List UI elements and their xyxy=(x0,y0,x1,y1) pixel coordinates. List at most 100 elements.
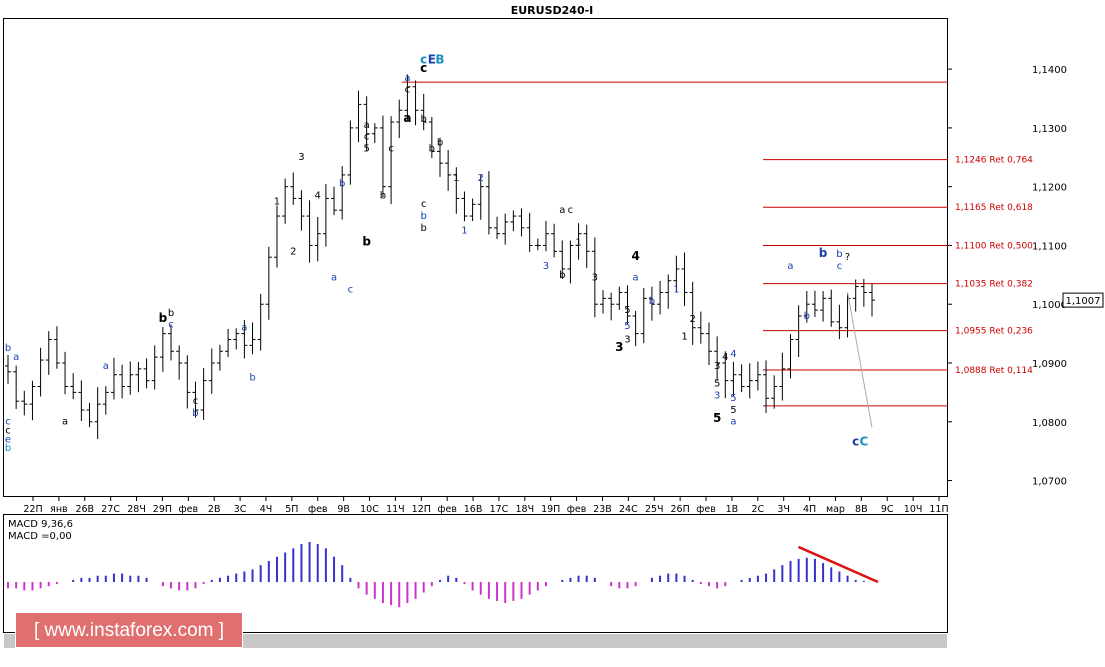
wave-label: b xyxy=(380,190,386,201)
wave-label: 3 xyxy=(298,152,304,163)
wave-label: b xyxy=(168,308,174,319)
time-tick-label: 3Ч xyxy=(777,504,790,515)
time-tick-label: 9В xyxy=(337,504,350,515)
wave-label-major: c xyxy=(420,61,427,75)
wave-label: b xyxy=(649,296,655,307)
time-tick-label: фев xyxy=(567,504,587,515)
fib-level-label: 1,0955 Ret 0,236 xyxy=(955,327,1033,337)
wave-label: a xyxy=(404,73,410,84)
time-tick-label: 4Ч xyxy=(260,504,273,515)
time-axis: 22П янв 26В 27С 28Ч 29П фев 2В 3С 4Ч 5П фев 9В 10С 11Ч… xyxy=(23,497,949,515)
wave-label: 5 xyxy=(624,305,630,316)
wave-label-major: c xyxy=(420,52,427,66)
wave-label-major: C xyxy=(859,434,868,448)
time-tick-label: 18Ч xyxy=(516,504,535,515)
time-tick-label: 10Ч xyxy=(904,504,923,515)
wave-label: c xyxy=(568,205,574,216)
instaforex-watermark: [ www.instaforex.com ] xyxy=(15,612,243,648)
wave-label: b xyxy=(192,408,198,419)
wave-label: 1 xyxy=(673,284,679,295)
wave-label-major: 3 xyxy=(615,340,623,354)
time-tick-label: 5П xyxy=(285,504,298,515)
wave-label: 1 xyxy=(461,226,467,237)
wave-label: c xyxy=(5,426,11,437)
wave-label-major: B xyxy=(435,52,444,66)
time-tick-label: 9С xyxy=(881,504,894,515)
wave-label: a xyxy=(103,361,109,372)
wave-label: 5 xyxy=(363,143,369,154)
time-tick-label: 19П xyxy=(541,504,560,515)
time-tick-label: 12П xyxy=(412,504,431,515)
wave-label: a xyxy=(633,273,639,284)
wave-label: b xyxy=(429,143,435,154)
wave-label: 1 xyxy=(681,331,687,342)
wave-label: 1 xyxy=(453,173,459,184)
wave-label-major: 4 xyxy=(631,249,639,263)
wave-label: 3 xyxy=(714,361,720,372)
wave-label: a xyxy=(62,417,68,428)
wave-label: b xyxy=(339,179,345,190)
wave-label: 2 xyxy=(478,173,484,184)
wave-label: ? xyxy=(845,252,850,263)
wave-label-major: 5 xyxy=(713,411,721,425)
wave-label-major: c xyxy=(852,434,859,448)
fib-level-label: 1,1165 Ret 0,618 xyxy=(955,203,1033,213)
price-tick-label: 1,0900 xyxy=(1032,359,1067,370)
macd-label-value: MACD =0,00 xyxy=(8,531,72,542)
time-tick-label: 27С xyxy=(101,504,120,515)
price-tick-label: 1,0800 xyxy=(1032,418,1067,429)
fib-level-label: 1,1246 Ret 0,764 xyxy=(955,156,1033,166)
wave-label: a xyxy=(787,261,793,272)
time-tick-label: 2В xyxy=(208,504,221,515)
price-tick-label: 1,1000 xyxy=(1032,300,1067,311)
wave-label: 5 xyxy=(624,321,630,332)
time-tick-label: фев xyxy=(696,504,716,515)
wave-label: b xyxy=(249,373,255,384)
price-tick-label: 1,0700 xyxy=(1032,477,1067,488)
wave-label: c xyxy=(168,320,174,331)
wave-label: 3 xyxy=(543,261,549,272)
wave-label: 5 xyxy=(730,393,736,404)
wave-label: 3 xyxy=(624,334,630,345)
wave-label-major: b xyxy=(159,311,168,325)
fib-level-label: 1,1035 Ret 0,382 xyxy=(955,280,1033,290)
wave-label-major: E xyxy=(428,52,436,66)
time-tick-label: 11Ч xyxy=(386,504,405,515)
wave-label: 2 xyxy=(290,246,296,257)
wave-label: b xyxy=(5,343,11,354)
wave-label: a xyxy=(13,352,19,363)
time-tick-label: 29П xyxy=(153,504,172,515)
wave-label: b xyxy=(437,138,443,149)
time-tick-label: фев xyxy=(179,504,199,515)
macd-trend-line xyxy=(797,545,879,584)
wave-label: 1 xyxy=(274,196,280,207)
wave-label: b xyxy=(804,311,810,322)
fibonacci-levels: 1,1246 Ret 0,764 1,1165 Ret 0,618 1,1100 R… xyxy=(402,81,1033,407)
wave-label: 5 xyxy=(730,405,736,416)
time-tick-label: 17С xyxy=(490,504,509,515)
time-tick-label: 10С xyxy=(360,504,379,515)
price-tick-label: 1,1300 xyxy=(1032,124,1067,135)
wave-label: 2 xyxy=(689,314,695,325)
fib-level-label: 1,1100 Ret 0,500 xyxy=(955,241,1033,251)
time-tick-label: 8В xyxy=(855,504,868,515)
price-tick-label: 1,1400 xyxy=(1032,65,1067,76)
macd-plot-frame xyxy=(3,514,948,633)
time-tick-label: 16В xyxy=(464,504,483,515)
forecast-segment xyxy=(847,292,873,428)
macd-histogram xyxy=(7,542,879,608)
wave-label: 3 xyxy=(592,273,598,284)
wave-label: b xyxy=(421,211,427,222)
wave-label: b xyxy=(836,249,842,260)
current-price-tag: 1,1007 xyxy=(1062,292,1104,308)
wave-label: a xyxy=(241,323,247,334)
time-tick-label: 25Ч xyxy=(645,504,664,515)
wave-label: b xyxy=(421,223,427,234)
price-tick-label: 1,1200 xyxy=(1032,183,1067,194)
wave-label: 4 xyxy=(315,190,321,201)
time-tick-label: 28Ч xyxy=(127,504,146,515)
wave-label: 4 xyxy=(730,349,736,360)
time-tick-label: фев xyxy=(437,504,457,515)
